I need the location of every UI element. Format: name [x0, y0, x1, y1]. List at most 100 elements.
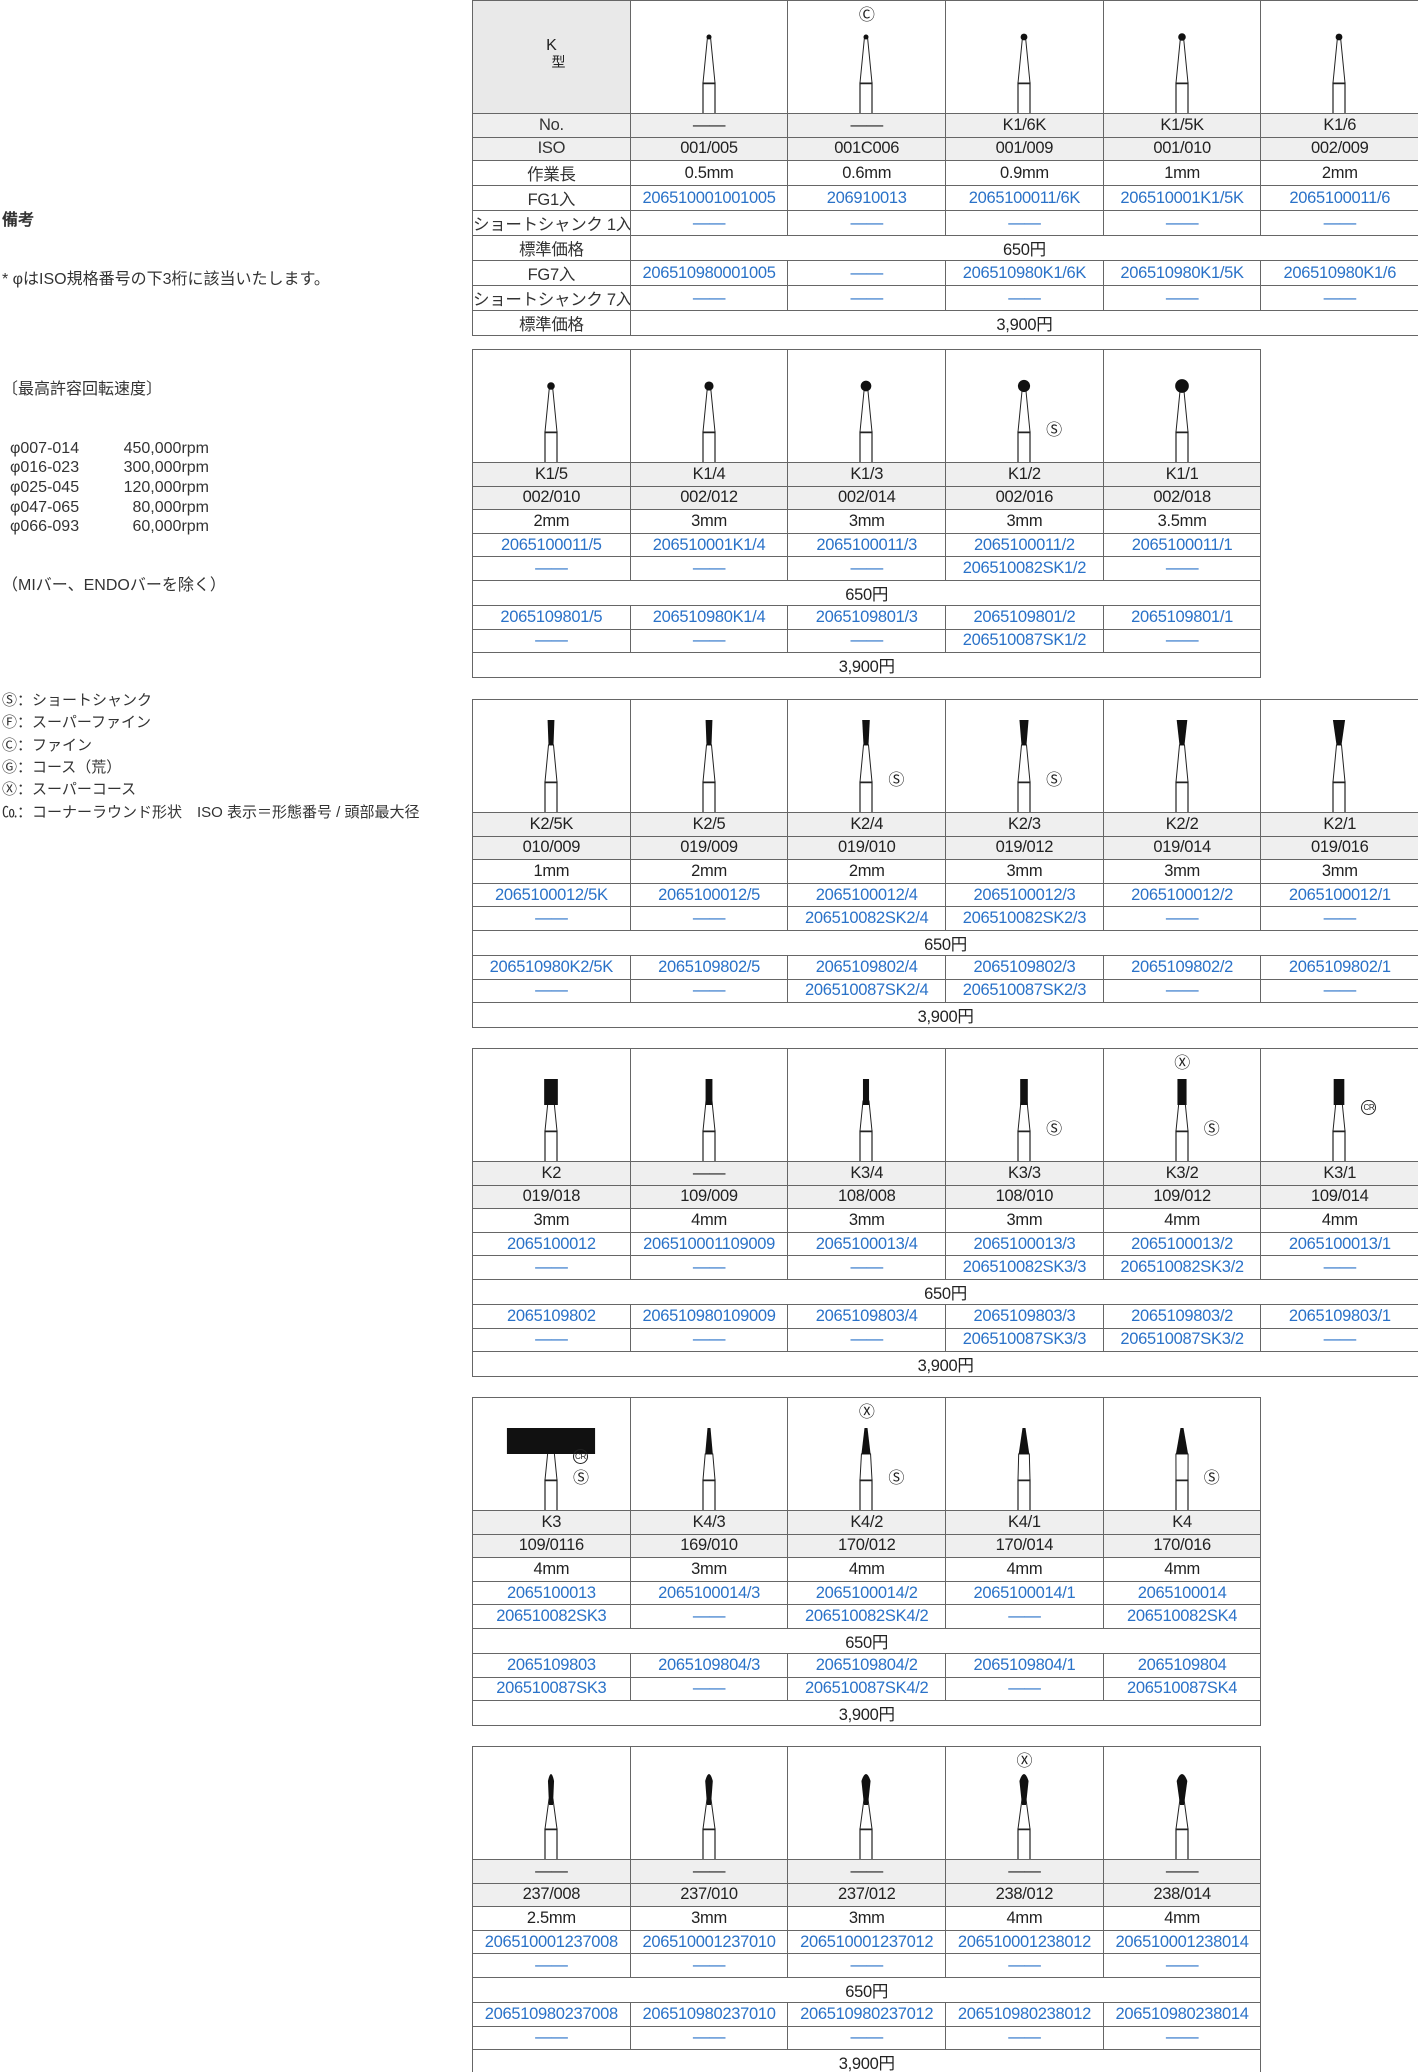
diameter-range: φ047-065 [10, 498, 80, 516]
ss7-cell: —— [1102, 978, 1262, 1004]
standard-price: 3,900円 [471, 652, 1262, 679]
mark: Ⓢ [888, 1464, 904, 1488]
burr-illustration [544, 382, 558, 462]
burr-shank [1332, 1130, 1347, 1161]
fg1-cell: 2065100011/2 [945, 532, 1104, 558]
row-5: 標準価格 650円 [472, 235, 1418, 262]
grade-mark-icon: Ⓧ [1174, 1055, 1190, 1072]
fg7-cell: 206510980238012 [945, 2001, 1104, 2027]
no-cell: K3 [472, 1510, 631, 1535]
burr-cell: Ⓢ [945, 349, 1104, 463]
burr-cell [787, 1048, 947, 1162]
no-cell: K4/2 [787, 1510, 947, 1535]
row-6: 206510980237008 206510980237010 2065109802… [472, 2001, 1262, 2027]
ss1-cell: 206510082SK2/4 [787, 906, 947, 931]
fg1-cell: 2065100013/3 [945, 1231, 1104, 1257]
iso-cell: 170/012 [787, 1533, 947, 1559]
burr-shank [1175, 1479, 1189, 1510]
grade-mark-icon: Ⓢ [1203, 1470, 1220, 1487]
row-7: ショートシャンク 7入 —— —— —— —— —— [472, 285, 1418, 312]
row-8: 3,900円 [471, 1002, 1418, 1029]
mark: Ⓢ [1204, 1115, 1220, 1139]
iso-cell: 109/0116 [472, 1533, 631, 1559]
iso-cell: 169/010 [629, 1533, 789, 1559]
iso-cell: 108/008 [787, 1184, 947, 1210]
legend-item: Ⓧ：スーパーコース [2, 781, 137, 799]
burr-neck [1332, 1100, 1346, 1132]
row-4: —— —— —— 206510082SK1/2 —— [472, 556, 1262, 581]
burr-shank [1332, 781, 1347, 812]
burr-cell [1102, 0, 1262, 114]
length-cell: 0.5mm [629, 160, 789, 187]
burr-illustration [1175, 1079, 1189, 1161]
ss7-cell: —— [472, 2025, 631, 2051]
fg7-cell: 206510980237010 [629, 2001, 789, 2027]
burr-illustration [1175, 33, 1189, 113]
burr-head-inverted-cone [1333, 720, 1346, 745]
fg7-cell: 2065109802/3 [945, 954, 1104, 980]
iso-cell: 019/018 [472, 1184, 631, 1210]
burr-shank [1175, 781, 1189, 812]
standard-price: 650円 [471, 929, 1418, 956]
burr-head-pear [1176, 1774, 1188, 1805]
product-table: Ⓧ —— —— —— —— —— 237/008 237/010 237/012 238/012 2… [471, 1746, 1262, 2072]
fg7-cell: —— [787, 260, 947, 287]
length-cell: 1mm [472, 859, 631, 884]
burr-head-ball [1336, 33, 1343, 41]
length-cell: 3mm [629, 1906, 789, 1931]
fg7-cell: 2065109804/2 [787, 1652, 947, 1678]
burr-illustration [702, 34, 716, 113]
row-label: ISO [472, 136, 631, 162]
burr-cell [787, 1746, 947, 1860]
no-cell: —— [472, 1859, 631, 1884]
grade-mark-icon: Ⓧ [1016, 1753, 1033, 1770]
row-1: ISO 001/005 001C006 001/009 001/010 002/009 [472, 136, 1418, 162]
length-cell: 2.5mm [472, 1906, 631, 1931]
ss1-cell: —— [1102, 556, 1262, 581]
burr-shank [859, 1828, 873, 1859]
row-label: ショートシャンク 7入 [472, 285, 631, 312]
grade-mark-icon: Ⓢ [888, 1470, 905, 1487]
burr-shank [1017, 781, 1031, 812]
length-cell: 4mm [945, 1557, 1104, 1582]
mark: Ⓢ [573, 1464, 589, 1488]
ss7-cell: 206510087SK1/2 [945, 628, 1104, 654]
row-label: 作業長 [472, 160, 631, 187]
row-0: K3 K4/3 K4/2 K4/1 K4 [472, 1510, 1262, 1535]
ss1-cell: 206510082SK1/2 [945, 556, 1104, 581]
fg7-cell: 2065109802/5 [629, 954, 789, 980]
iso-cell: 002/014 [787, 485, 947, 511]
row-8: 3,900円 [471, 2049, 1262, 2072]
iso-cell: 002/010 [472, 485, 631, 511]
burr-shank [544, 1479, 558, 1510]
burr-cell: Ⓢ [1102, 1397, 1262, 1511]
fg7-cell: 206510980K1/6 [1260, 260, 1418, 287]
burr-cell: Ⓒ [787, 0, 947, 114]
no-cell: K1/6 [1260, 113, 1418, 138]
row-3: 2065100011/5 206510001K1/4 2065100011/3 206… [472, 532, 1262, 558]
row-6: 2065109801/5 206510980K1/4 2065109801/3 206… [472, 604, 1262, 630]
legend-item: Ⓖ：コース（荒） [2, 759, 122, 777]
fg7-cell: 206510980K1/6K [945, 260, 1104, 287]
burr-neck [859, 385, 873, 433]
ss1-cell: —— [629, 556, 789, 581]
standard-price: 3,900円 [471, 1351, 1418, 1378]
no-cell: K4/1 [945, 1510, 1104, 1535]
row-8: 3,900円 [471, 1351, 1418, 1378]
burr-shank [859, 781, 873, 812]
row-0: No. —— —— K1/6K K1/5K K1/6 [472, 113, 1418, 138]
speed-row: φ066-093 60,000rpm [10, 517, 420, 537]
ss1-cell: —— [1260, 210, 1418, 237]
length-cell: 3mm [787, 1906, 947, 1931]
speed-list: φ007-014 450,000rpm φ016-023 300,000rpm φ025… [2, 439, 420, 537]
burr-illustration [702, 381, 716, 462]
row-4: 206510082SK3 —— 206510082SK4/2 —— 206510082S… [472, 1604, 1262, 1629]
standard-price: 3,900円 [629, 310, 1418, 337]
fg1-cell: 2065100012/4 [787, 882, 947, 908]
ss7-cell: —— [1260, 978, 1418, 1004]
ss1-cell: —— [945, 1953, 1104, 1978]
no-cell: K1/1 [1102, 462, 1262, 487]
mark: Ⓢ [888, 766, 904, 790]
illustration-row: Ⓢ Ⓢ [472, 699, 1418, 813]
max-rpm: 60,000rpm [132, 518, 210, 536]
